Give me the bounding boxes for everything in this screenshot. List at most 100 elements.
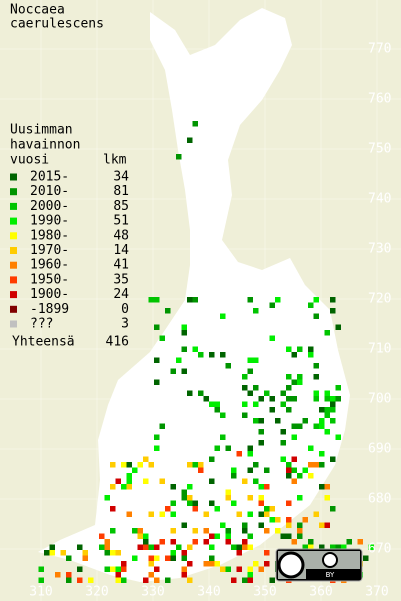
observation-dot [159, 478, 165, 484]
observation-dot [242, 544, 248, 550]
observation-dot [297, 533, 303, 539]
legend-swatch [10, 232, 17, 240]
observation-dot [324, 495, 330, 501]
observation-dot [286, 522, 292, 528]
observation-dot [258, 440, 264, 446]
observation-dot [286, 374, 292, 380]
observation-dot [176, 544, 182, 550]
observation-dot [154, 577, 160, 583]
observation-dot [137, 533, 143, 539]
legend-swatch [10, 320, 17, 328]
total-label: Yhteensä [12, 335, 75, 350]
observation-dot [82, 555, 88, 561]
license-badge: BY [275, 548, 363, 582]
observation-dot [203, 396, 209, 402]
observation-dot [269, 517, 275, 523]
x-tick-label: 340 [197, 585, 220, 600]
observation-dot [170, 550, 176, 556]
observation-dot [170, 368, 176, 374]
observation-dot [231, 544, 237, 550]
observation-dot [198, 462, 204, 468]
observation-dot [258, 511, 264, 517]
legend-swatch [10, 173, 17, 181]
observation-dot [253, 385, 259, 391]
observation-dot [220, 566, 226, 572]
observation-dot [313, 313, 319, 319]
observation-dot [126, 484, 132, 490]
observation-dot [132, 528, 138, 534]
legend-label: 1990- [30, 214, 69, 229]
observation-dot [346, 539, 352, 545]
observation-dot [264, 561, 270, 567]
observation-dot [242, 401, 248, 407]
observation-dot [60, 550, 66, 556]
observation-dot [313, 374, 319, 380]
observation-dot [159, 539, 165, 545]
observation-dot [258, 495, 264, 501]
observation-dot [192, 506, 198, 512]
observation-dot [209, 561, 215, 567]
observation-dot [154, 544, 160, 550]
observation-dot [324, 390, 330, 396]
legend-label: 2010- [30, 184, 69, 199]
observation-dot [319, 418, 325, 424]
observation-dot [126, 511, 132, 517]
observation-dot [126, 462, 132, 468]
observation-dot [319, 407, 325, 413]
observation-dot [165, 308, 171, 314]
observation-dot [148, 544, 154, 550]
observation-dot [258, 418, 264, 424]
observation-dot [264, 506, 270, 512]
observation-dot [209, 352, 215, 358]
observation-dot [330, 544, 336, 550]
observation-dot [181, 324, 187, 330]
legend: 2015- 34 2010- 81 2000- 85 1990- 51 1980- 48 1970-… [10, 170, 129, 332]
observation-dot [324, 522, 330, 528]
observation-dot [269, 577, 275, 583]
observation-dot [110, 550, 116, 556]
observation-dot [264, 390, 270, 396]
observation-dot [286, 467, 292, 473]
observation-dot [247, 390, 253, 396]
observation-dot [291, 539, 297, 545]
y-tick-label: 770 [368, 42, 391, 57]
legend-swatch [10, 291, 17, 299]
badge-strip [306, 569, 360, 579]
observation-dot [38, 566, 44, 572]
observation-dot [247, 566, 253, 572]
observation-dot [220, 412, 226, 418]
y-tick-label: 690 [368, 442, 391, 457]
observation-dot [247, 577, 253, 583]
legend-label: 1950- [30, 272, 69, 287]
observation-dot [214, 533, 220, 539]
observation-dot [214, 445, 220, 451]
observation-dot [170, 528, 176, 534]
observation-dot [187, 544, 193, 550]
observation-dot [148, 561, 154, 567]
observation-dot [269, 396, 275, 402]
observation-dot [308, 462, 314, 468]
observation-dot [170, 484, 176, 490]
observation-dot [368, 544, 374, 550]
title-line: caerulescens [10, 17, 104, 32]
observation-dot [302, 544, 308, 550]
observation-dot [148, 555, 154, 561]
observation-dot [236, 544, 242, 550]
legend-swatch [10, 188, 17, 196]
observation-dot [319, 544, 325, 550]
observation-dots [38, 121, 374, 583]
observation-dot [143, 478, 149, 484]
observation-dot [181, 522, 187, 528]
observation-dot [66, 572, 72, 578]
observation-dot [324, 330, 330, 336]
observation-dot [286, 500, 292, 506]
observation-dot [154, 324, 160, 330]
observation-dot [159, 335, 165, 341]
observation-dot [286, 346, 292, 352]
observation-dot [335, 434, 341, 440]
observation-dot [181, 566, 187, 572]
x-tick-label: 350 [253, 585, 276, 600]
observation-dot [313, 297, 319, 303]
legend-label: 1960- [30, 258, 69, 273]
observation-dot [286, 462, 292, 468]
